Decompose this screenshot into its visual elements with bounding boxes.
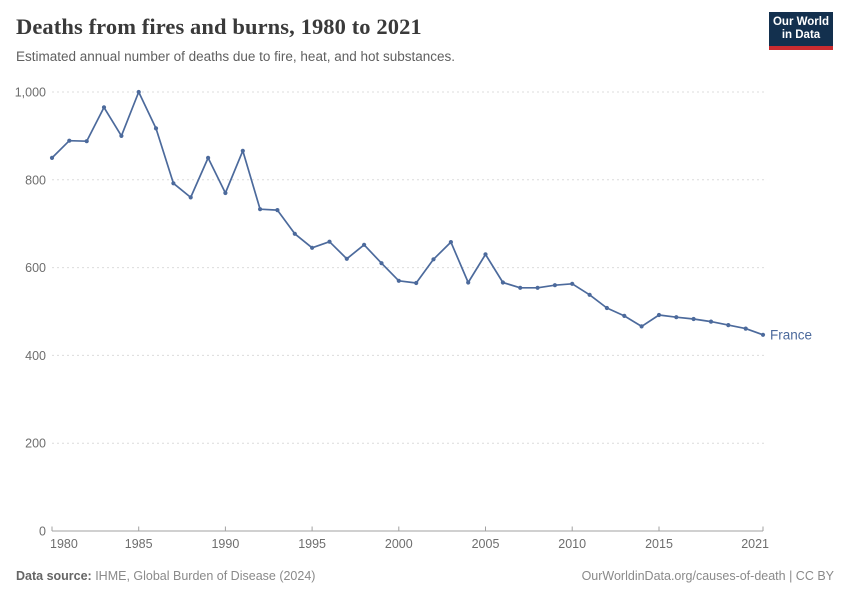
data-source-label: Data source: xyxy=(16,569,92,583)
svg-text:0: 0 xyxy=(39,525,46,539)
svg-text:1980: 1980 xyxy=(50,537,78,551)
svg-text:1985: 1985 xyxy=(125,537,153,551)
data-source-text: IHME, Global Burden of Disease (2024) xyxy=(91,569,316,583)
attribution-link[interactable]: OurWorldinData.org/causes-of-death | CC … xyxy=(581,569,834,583)
svg-text:2000: 2000 xyxy=(385,537,413,551)
owid-logo-line1: Our World xyxy=(772,15,829,28)
svg-text:200: 200 xyxy=(25,437,46,451)
svg-text:France: France xyxy=(770,327,812,342)
svg-text:800: 800 xyxy=(25,173,46,187)
owid-logo-line2: in Data xyxy=(781,29,821,41)
svg-text:600: 600 xyxy=(25,261,46,275)
svg-text:1995: 1995 xyxy=(298,537,326,551)
svg-text:2021: 2021 xyxy=(741,537,769,551)
owid-logo: Our World in Data xyxy=(769,12,833,50)
chart-title: Deaths from fires and burns, 1980 to 202… xyxy=(16,14,422,39)
svg-text:1,000: 1,000 xyxy=(15,86,46,100)
svg-text:2015: 2015 xyxy=(645,537,673,551)
line-chart: 0 200 400 600 800 1,000 1980 1985 1990 1995 2000 20… xyxy=(15,86,812,552)
svg-text:2010: 2010 xyxy=(558,537,586,551)
svg-text:1990: 1990 xyxy=(211,537,239,551)
data-source-note: Data source: IHME, Global Burden of Dise… xyxy=(16,569,315,583)
chart-subtitle: Estimated annual number of deaths due to… xyxy=(16,49,456,64)
svg-text:400: 400 xyxy=(25,349,46,363)
svg-text:2005: 2005 xyxy=(472,537,500,551)
